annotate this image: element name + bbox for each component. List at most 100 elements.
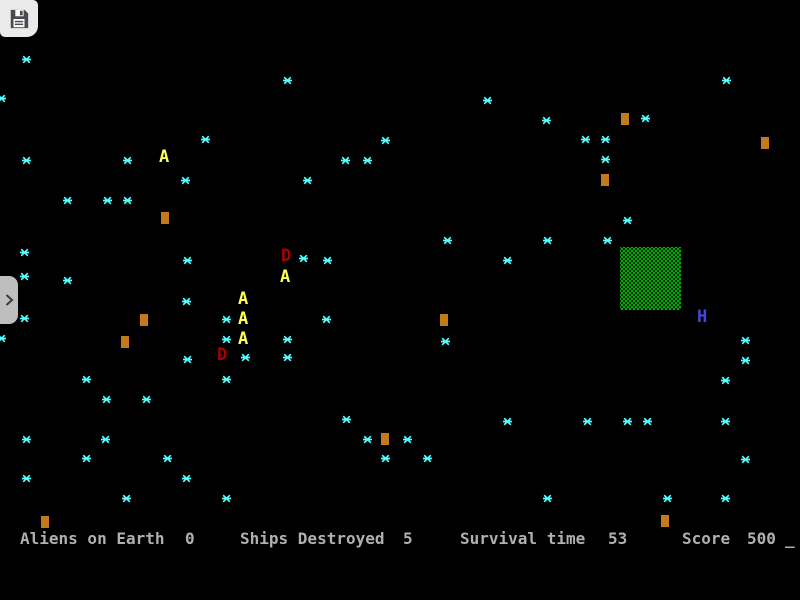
debris-block (161, 212, 169, 224)
star-glyph (222, 494, 231, 503)
star-glyph (341, 156, 350, 165)
star-glyph (102, 395, 111, 404)
star-glyph (342, 415, 351, 424)
letter-d-glyph: D (281, 246, 292, 266)
star-glyph (0, 334, 6, 343)
star-glyph (22, 435, 31, 444)
star-glyph (363, 435, 372, 444)
floppy-disk-icon (8, 8, 30, 30)
star-glyph (663, 494, 672, 503)
star-glyph (581, 135, 590, 144)
chevron-right-icon (3, 292, 15, 308)
star-glyph (323, 256, 332, 265)
star-glyph (543, 236, 552, 245)
status-value-score: 500 (747, 529, 776, 548)
status-value-survival-time: 53 (608, 529, 628, 548)
star-glyph (583, 417, 592, 426)
star-glyph (603, 236, 612, 245)
star-glyph (443, 236, 452, 245)
status-label-survival-time: Survival time (460, 529, 586, 548)
star-glyph (201, 135, 210, 144)
debris-block (41, 516, 49, 528)
star-glyph (423, 454, 432, 463)
star-glyph (22, 55, 31, 64)
star-glyph (483, 96, 492, 105)
star-glyph (722, 76, 731, 85)
star-glyph (163, 454, 172, 463)
star-glyph (283, 353, 292, 362)
star-glyph (63, 276, 72, 285)
star-glyph (322, 315, 331, 324)
debris-block (381, 433, 389, 445)
alien-a-glyph: A (238, 309, 249, 329)
star-glyph (123, 156, 132, 165)
star-glyph (543, 494, 552, 503)
star-glyph (503, 256, 512, 265)
star-glyph (122, 494, 131, 503)
star-glyph (741, 356, 750, 365)
debris-block (601, 174, 609, 186)
status-label-score: Score (682, 529, 731, 548)
status-label-aliens-on-earth: Aliens on Earth (20, 529, 165, 548)
save-button[interactable] (0, 0, 38, 37)
letter-d-glyph: D (217, 345, 228, 365)
star-glyph (103, 196, 112, 205)
star-glyph (0, 94, 6, 103)
star-glyph (601, 135, 610, 144)
star-glyph (381, 454, 390, 463)
star-glyph (381, 136, 390, 145)
star-glyph (20, 314, 29, 323)
debris-block (440, 314, 448, 326)
star-glyph (299, 254, 308, 263)
star-glyph (721, 376, 730, 385)
status-value-aliens-on-earth: 0 (185, 529, 195, 548)
alien-a-glyph: A (238, 329, 249, 349)
star-glyph (20, 272, 29, 281)
star-glyph (20, 248, 29, 257)
star-glyph (22, 474, 31, 483)
star-glyph (182, 297, 191, 306)
status-bar: Aliens on Earth 0 Ships Destroyed 5 Surv… (0, 529, 800, 549)
star-glyph (183, 256, 192, 265)
star-glyph (303, 176, 312, 185)
star-glyph (22, 156, 31, 165)
star-glyph (283, 335, 292, 344)
star-glyph (123, 196, 132, 205)
star-glyph (643, 417, 652, 426)
star-glyph (182, 474, 191, 483)
debris-block (761, 137, 769, 149)
debris-block (661, 515, 669, 527)
star-glyph (82, 454, 91, 463)
star-glyph (101, 435, 110, 444)
star-glyph (183, 355, 192, 364)
star-glyph (241, 353, 250, 362)
star-glyph (503, 417, 512, 426)
status-label-ships-destroyed: Ships Destroyed (240, 529, 385, 548)
star-glyph (623, 417, 632, 426)
star-glyph (441, 337, 450, 346)
star-glyph (181, 176, 190, 185)
star-glyph (623, 216, 632, 225)
debris-block (140, 314, 148, 326)
star-glyph (542, 116, 551, 125)
star-glyph (142, 395, 151, 404)
alien-a-glyph: A (280, 267, 291, 287)
sidebar-expand-tab[interactable] (0, 276, 18, 324)
star-glyph (641, 114, 650, 123)
star-glyph (601, 155, 610, 164)
shaded-block (620, 247, 681, 310)
star-glyph (363, 156, 372, 165)
star-glyph (82, 375, 91, 384)
alien-a-glyph: A (159, 147, 170, 167)
star-glyph (222, 315, 231, 324)
star-glyph (222, 375, 231, 384)
star-glyph (721, 417, 730, 426)
text-cursor: _ (785, 529, 795, 548)
star-glyph (741, 455, 750, 464)
star-glyph (403, 435, 412, 444)
star-glyph (741, 336, 750, 345)
alien-a-glyph: A (238, 289, 249, 309)
star-glyph (63, 196, 72, 205)
